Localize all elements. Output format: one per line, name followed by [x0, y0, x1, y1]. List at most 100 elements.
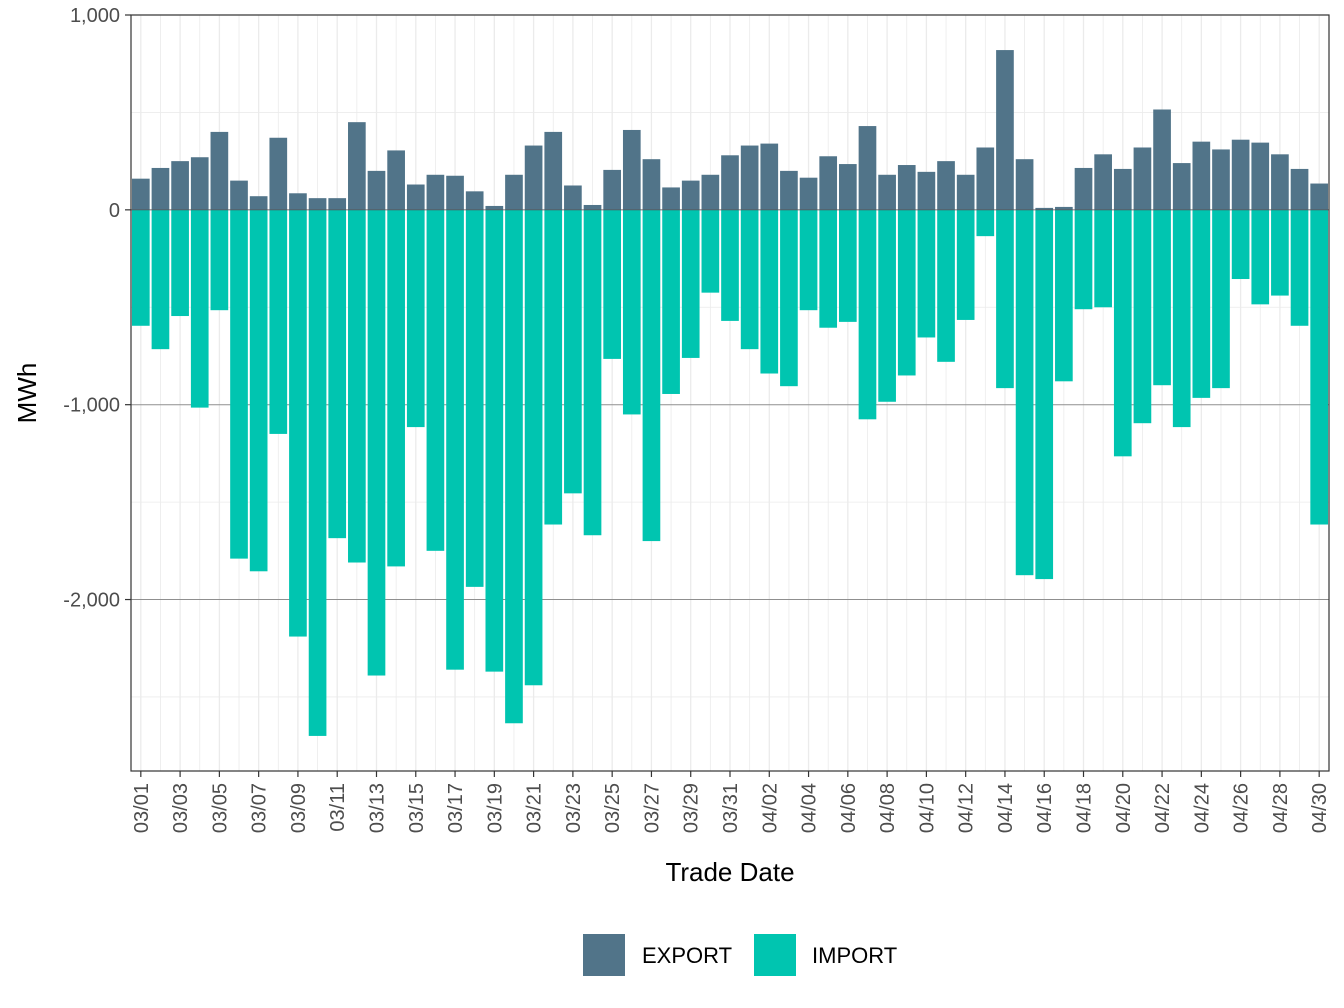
- bar-import-04-24: [1192, 209, 1211, 398]
- x-tick-label: 04/26: [1231, 783, 1253, 833]
- bar-export-03-26: [622, 129, 641, 210]
- bar-export-04-13: [976, 147, 995, 210]
- bar-import-04-01: [740, 209, 759, 350]
- bar-export-04-08: [878, 174, 896, 210]
- bar-import-04-10: [917, 209, 936, 338]
- bar-import-03-09: [289, 209, 307, 637]
- legend-key-import: [754, 934, 796, 976]
- bar-import-04-03: [780, 209, 798, 387]
- x-tick-label: 04/28: [1270, 783, 1292, 833]
- bar-export-03-06: [230, 180, 248, 210]
- legend: EXPORT IMPORT: [583, 934, 897, 976]
- bar-import-03-27: [642, 209, 661, 542]
- x-tick-label: 03/01: [131, 783, 153, 833]
- bar-export-03-31: [721, 155, 739, 210]
- x-tick-label: 04/06: [838, 783, 860, 833]
- bar-import-04-18: [1074, 209, 1093, 310]
- bar-import-04-04: [799, 209, 818, 311]
- bar-export-04-12: [956, 174, 975, 210]
- bar-export-04-10: [917, 171, 936, 210]
- bar-export-03-15: [406, 184, 425, 210]
- bar-import-03-30: [701, 209, 720, 293]
- x-tick-label: 03/15: [406, 783, 428, 833]
- bar-import-04-26: [1231, 209, 1250, 280]
- bar-import-03-22: [544, 209, 563, 525]
- y-axis-title: MWh: [12, 363, 42, 424]
- bar-export-03-13: [367, 170, 386, 210]
- bar-export-03-09: [289, 193, 307, 210]
- bar-import-04-19: [1094, 209, 1112, 308]
- bar-import-03-08: [269, 209, 288, 434]
- x-tick-label: 04/20: [1113, 783, 1135, 833]
- legend-label-export: EXPORT: [642, 943, 732, 968]
- bar-export-03-07: [249, 196, 268, 210]
- x-tick-label: 03/23: [563, 783, 585, 833]
- bar-export-04-06: [838, 164, 857, 210]
- bar-export-03-05: [210, 131, 229, 210]
- bar-import-03-16: [426, 209, 445, 551]
- bar-import-04-06: [838, 209, 857, 322]
- x-tick-label: 03/17: [445, 783, 467, 833]
- bar-export-04-26: [1231, 139, 1250, 210]
- x-tick-label: 04/14: [995, 783, 1017, 833]
- bar-import-03-18: [465, 209, 484, 587]
- bar-import-03-02: [151, 209, 170, 350]
- y-tick-label: 1,000: [70, 5, 120, 27]
- bar-import-03-05: [210, 209, 229, 311]
- bar-import-04-20: [1113, 209, 1132, 457]
- bar-import-04-21: [1133, 209, 1152, 424]
- x-tick-label: 03/31: [720, 783, 742, 833]
- x-tick-label: 04/22: [1152, 783, 1174, 833]
- bar-import-03-20: [505, 209, 523, 724]
- bar-export-03-08: [269, 137, 288, 210]
- y-tick-label: -2,000: [63, 590, 120, 612]
- bar-import-03-17: [446, 209, 464, 670]
- bar-export-03-10: [308, 198, 327, 210]
- bar-import-03-11: [328, 209, 347, 539]
- x-tick-label: 03/27: [641, 783, 663, 833]
- y-tick-label: 0: [109, 200, 120, 222]
- bar-import-04-14: [996, 209, 1014, 389]
- bar-import-04-09: [897, 209, 916, 376]
- bar-export-03-29: [681, 180, 700, 210]
- x-tick-label: 03/13: [366, 783, 388, 833]
- bar-import-04-11: [937, 209, 955, 362]
- x-axis: 03/01 03/03 03/05 03/07 03/09 03/11 03/13 03/15…: [131, 771, 1331, 833]
- bars: [131, 50, 1329, 736]
- x-tick-label: 03/25: [602, 783, 624, 833]
- bar-import-03-04: [190, 209, 209, 408]
- bar-export-04-18: [1074, 167, 1093, 210]
- bar-export-04-25: [1212, 149, 1230, 210]
- bar-import-04-02: [760, 209, 779, 374]
- bar-export-04-22: [1153, 109, 1171, 210]
- x-tick-label: 03/21: [524, 783, 546, 833]
- bar-import-03-24: [583, 209, 602, 536]
- x-tick-label: 04/24: [1191, 783, 1213, 833]
- bar-import-04-05: [819, 209, 838, 328]
- bar-export-04-15: [1015, 159, 1034, 210]
- bar-export-04-14: [996, 50, 1014, 210]
- bar-import-03-21: [524, 209, 543, 686]
- bar-import-04-27: [1251, 209, 1270, 305]
- bar-import-04-08: [878, 209, 896, 402]
- x-tick-label: 03/19: [484, 783, 506, 833]
- bar-export-03-21: [524, 145, 543, 210]
- bar-export-04-05: [819, 156, 838, 210]
- bar-export-03-01: [131, 178, 150, 210]
- bar-export-03-16: [426, 174, 445, 210]
- bar-import-03-14: [387, 209, 405, 567]
- bar-export-04-02: [760, 143, 779, 210]
- bar-import-04-12: [956, 209, 975, 320]
- bar-import-04-25: [1212, 209, 1230, 389]
- bar-export-04-20: [1113, 168, 1132, 210]
- legend-label-import: IMPORT: [812, 943, 897, 968]
- bar-import-04-15: [1015, 209, 1034, 576]
- bar-export-04-01: [740, 145, 759, 210]
- x-axis-title: Trade Date: [665, 857, 794, 887]
- bar-import-03-23: [564, 209, 582, 494]
- x-tick-label: 03/09: [288, 783, 310, 833]
- bar-export-04-16: [1035, 207, 1054, 210]
- x-tick-label: 03/03: [170, 783, 192, 833]
- bar-import-03-07: [249, 209, 268, 572]
- bar-import-03-19: [485, 209, 504, 672]
